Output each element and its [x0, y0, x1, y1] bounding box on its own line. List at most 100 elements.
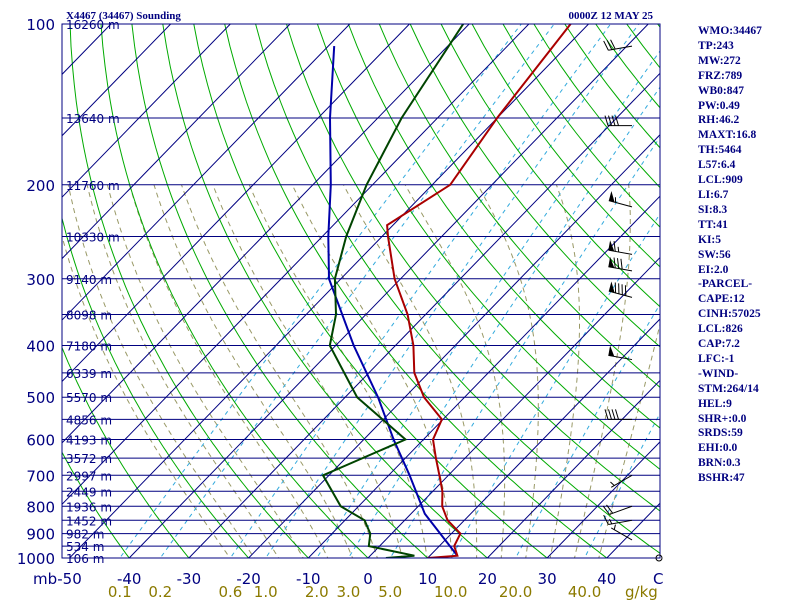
parcel-trace-line	[327, 46, 459, 557]
mixing-ratio-tick-label: 2.0	[305, 583, 329, 600]
isotherm-line	[62, 24, 231, 198]
wind-barb-pennant	[608, 281, 615, 293]
height-label: 4193 m	[66, 434, 112, 448]
height-label: 4856 m	[66, 413, 112, 427]
temperature-tick-label: 30	[538, 570, 557, 588]
moist-adiabat-line	[153, 184, 354, 558]
wind-barb	[608, 345, 633, 361]
sounding-index-item: SHR+:0.0	[698, 412, 747, 425]
sounding-index-item: LFC:-1	[698, 352, 735, 365]
isobars	[62, 24, 660, 558]
sounding-index-item: CINH:57025	[698, 308, 761, 321]
pressure-tick-label: 800	[26, 498, 55, 516]
sounding-index-item: SW:56	[698, 248, 731, 261]
dry-adiabat-line	[62, 451, 130, 558]
wind-barb	[655, 554, 663, 562]
sounding-index-item: L57:6.4	[698, 159, 736, 172]
dry-adiabat-line	[162, 24, 489, 558]
pressure-axis: 100 200 300 400 500 600 700 800 900 1000	[17, 16, 55, 568]
wind-barb	[603, 39, 633, 51]
sounding-index-item: PW:0.49	[698, 99, 740, 112]
height-label: 10330 m	[66, 230, 120, 244]
height-labels: 16260 m 13640 m 11760 m 10330 m 9140 m 8098 m…	[66, 18, 120, 566]
wind-barb-staff	[608, 354, 633, 361]
wind-barb-staff	[608, 519, 633, 525]
pressure-tick-label: 200	[26, 177, 55, 195]
moist-adiabat-line	[181, 184, 378, 558]
dry-adiabat-line	[193, 24, 548, 558]
mixing-ratio-line	[159, 24, 555, 558]
wind-barb-full	[613, 240, 616, 252]
wind-barb-staff	[610, 474, 633, 488]
wind-barb-full	[613, 257, 616, 269]
height-label: 8098 m	[66, 309, 112, 323]
wind-barb-full	[608, 115, 612, 126]
wind-barb-half	[609, 518, 613, 525]
isotherm-line	[487, 379, 660, 558]
isotherm-line	[62, 24, 291, 260]
temperature-tick-label: -20	[236, 570, 261, 588]
wind-barb-pennant	[608, 190, 615, 203]
temperature-tick-label: 10	[418, 570, 437, 588]
moist-adiabat-line	[62, 234, 231, 558]
isotherm-line	[367, 256, 660, 558]
temperature-tick-label: 40	[597, 570, 616, 588]
isotherm-line	[188, 72, 660, 558]
mixing-ratio-tick-label: 40.0	[568, 583, 601, 600]
height-label: 16260 m	[66, 18, 120, 32]
moist-adiabat-line	[404, 184, 506, 558]
temperature-tick-label: -10	[296, 570, 321, 588]
wind-barb	[608, 240, 633, 255]
sounding-index-item: FRZ:789	[698, 69, 743, 82]
wind-barb-full	[608, 409, 612, 420]
dry-adiabat-line	[347, 24, 660, 429]
dry-adiabat-line	[378, 24, 660, 388]
dry-adiabat-line	[100, 24, 369, 558]
mixing-ratio-tick-label: 1.0	[254, 583, 278, 600]
wind-barb-full	[604, 409, 609, 420]
wind-barb-half	[617, 246, 620, 253]
moist-adiabat-line	[86, 184, 280, 558]
isotherm-line	[128, 24, 649, 558]
height-label: 6339 m	[66, 367, 112, 381]
mixing-ratio-tick-label: 5.0	[378, 583, 402, 600]
wind-barb-full	[602, 505, 610, 515]
wind-barb	[604, 115, 632, 127]
wind-barb	[610, 474, 633, 488]
temperature-tick-label: 0	[363, 570, 373, 588]
sounding-index-item: TP:243	[698, 39, 734, 52]
dry-adiabat-line	[255, 24, 660, 554]
wind-barb	[602, 504, 633, 515]
dry-adiabat-line	[471, 24, 660, 268]
moist-adiabat-line	[67, 184, 255, 558]
moist-adiabat-line	[343, 184, 478, 558]
wind-barb-staff	[609, 505, 633, 515]
mixing-ratio-line	[450, 212, 660, 558]
plot-frame	[61, 23, 661, 559]
moist-adiabat-line	[573, 184, 631, 558]
sounding-index-item: SI:8.3	[698, 203, 728, 216]
sounding-index-item: RH:46.2	[698, 114, 740, 127]
wind-barb-pennant	[608, 256, 615, 268]
sounding-profiles	[321, 24, 572, 558]
dry-adiabat-line	[62, 346, 190, 558]
temperature-tick-label: -50	[57, 570, 82, 588]
isotherm-line	[307, 195, 660, 558]
dewpoint-line	[321, 24, 465, 558]
sounding-index-item: BSHR:47	[698, 472, 745, 485]
wind-barb-full	[615, 115, 619, 126]
wind-barb-full	[616, 258, 620, 269]
height-label: 1452 m	[66, 514, 112, 528]
sounding-index-item: WMO:34467	[698, 25, 762, 37]
wind-barb	[603, 514, 633, 525]
dry-adiabat-line	[564, 24, 660, 149]
wind-barb	[608, 281, 633, 298]
pressure-axis-unit: mb	[33, 570, 57, 588]
wind-barb-pennant	[608, 240, 615, 252]
sounding-index-item: CAP:7.2	[698, 338, 740, 351]
moist-adiabat-line	[129, 184, 329, 558]
thermodynamic-grid	[62, 24, 660, 558]
moist-adiabat-line	[549, 184, 580, 558]
sounding-index-item: LI:6.7	[698, 188, 729, 201]
dry-adiabat-line	[440, 24, 660, 308]
